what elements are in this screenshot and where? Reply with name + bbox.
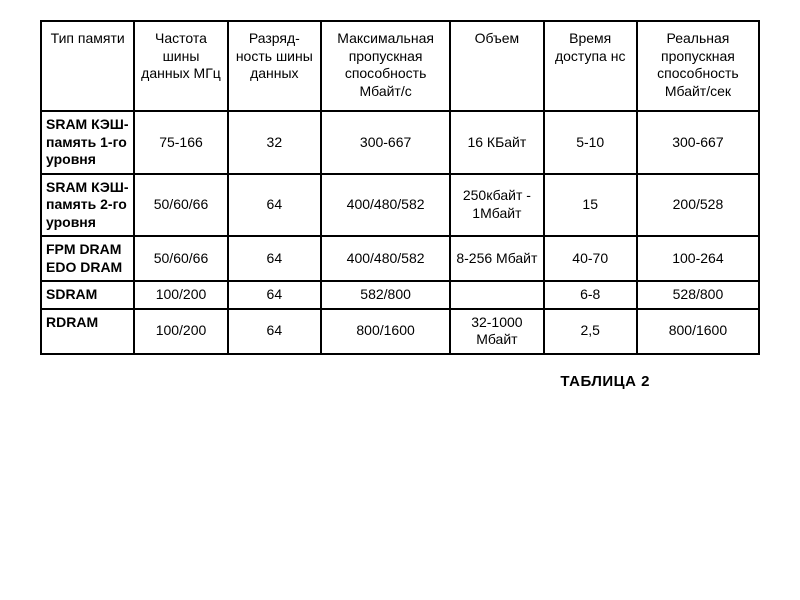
table-row: SDRAM 100/200 64 582/800 6-8 528/800 (41, 281, 759, 309)
cell: 582/800 (321, 281, 450, 309)
row-label: SRAM КЭШ- память 1-го уровня (41, 111, 134, 174)
col-header-text: Время доступа нс (547, 30, 634, 65)
table-row: SRAM КЭШ- память 2-го уровня 50/60/66 64… (41, 174, 759, 237)
cell: 75-166 (134, 111, 227, 174)
table-header-row: Тип памяти Частота шины данных МГц Разря… (41, 21, 759, 111)
cell: 5-10 (544, 111, 637, 174)
memory-types-table: Тип памяти Частота шины данных МГц Разря… (40, 20, 760, 355)
col-header: Максимальная пропускная способность Мбай… (321, 21, 450, 111)
col-header: Разряд- ность шины данных (228, 21, 321, 111)
cell: 15 (544, 174, 637, 237)
cell: 64 (228, 236, 321, 281)
cell: 528/800 (637, 281, 759, 309)
cell (450, 281, 543, 309)
table-row: RDRAM 100/200 64 800/1600 32-1000 Мбайт … (41, 309, 759, 354)
cell: 800/1600 (321, 309, 450, 354)
cell: 2,5 (544, 309, 637, 354)
row-label: RDRAM (41, 309, 134, 354)
cell: 32-1000 Мбайт (450, 309, 543, 354)
col-header-text: Объем (453, 30, 540, 48)
col-header: Время доступа нс (544, 21, 637, 111)
row-label: SDRAM (41, 281, 134, 309)
col-header-text: Частота шины данных МГц (137, 30, 224, 83)
table-row: SRAM КЭШ- память 1-го уровня 75-166 32 3… (41, 111, 759, 174)
col-header: Реальная пропускная способность Мбайт/се… (637, 21, 759, 111)
cell: 50/60/66 (134, 236, 227, 281)
col-header-text: Тип памяти (44, 30, 131, 48)
cell: 64 (228, 281, 321, 309)
cell: 250кбайт - 1Мбайт (450, 174, 543, 237)
col-header-text: Максимальная пропускная способность Мбай… (324, 30, 447, 100)
cell: 16 КБайт (450, 111, 543, 174)
cell: 64 (228, 309, 321, 354)
col-header-text: Реальная пропускная способность Мбайт/се… (640, 30, 756, 100)
cell: 32 (228, 111, 321, 174)
cell: 100/200 (134, 281, 227, 309)
col-header: Тип памяти (41, 21, 134, 111)
cell: 200/528 (637, 174, 759, 237)
cell: 100/200 (134, 309, 227, 354)
cell: 400/480/582 (321, 174, 450, 237)
row-label: SRAM КЭШ- память 2-го уровня (41, 174, 134, 237)
table-row: FPM DRAM EDO DRAM 50/60/66 64 400/480/58… (41, 236, 759, 281)
cell: 400/480/582 (321, 236, 450, 281)
cell: 100-264 (637, 236, 759, 281)
col-header: Объем (450, 21, 543, 111)
col-header-text: Разряд- ность шины данных (231, 30, 318, 83)
cell: 40-70 (544, 236, 637, 281)
cell: 300-667 (321, 111, 450, 174)
cell: 8-256 Мбайт (450, 236, 543, 281)
table-caption: ТАБЛИЦА 2 (40, 373, 760, 390)
table-body: SRAM КЭШ- память 1-го уровня 75-166 32 3… (41, 111, 759, 354)
cell: 6-8 (544, 281, 637, 309)
cell: 50/60/66 (134, 174, 227, 237)
row-label: FPM DRAM EDO DRAM (41, 236, 134, 281)
cell: 800/1600 (637, 309, 759, 354)
cell: 64 (228, 174, 321, 237)
col-header: Частота шины данных МГц (134, 21, 227, 111)
cell: 300-667 (637, 111, 759, 174)
